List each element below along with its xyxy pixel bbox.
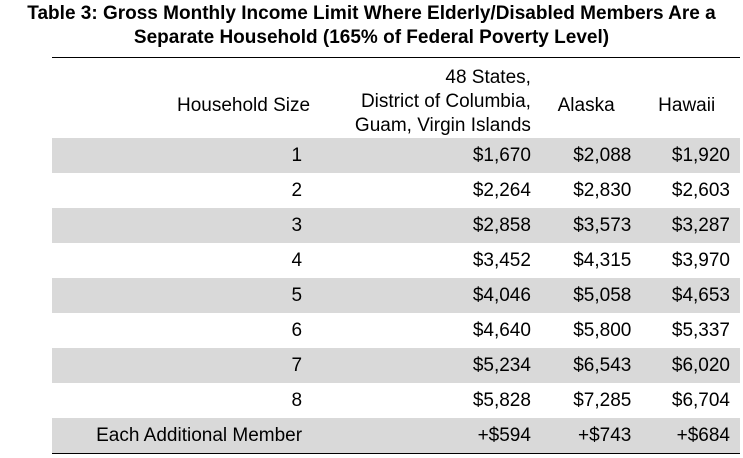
header-row: Household Size 48 States, District of Co…: [52, 60, 740, 138]
cell-48-states: $2,264: [472, 179, 531, 201]
cell-48-states: $5,234: [472, 354, 531, 376]
cell-alaska: $2,830: [573, 179, 632, 201]
cell-alaska: $4,315: [573, 249, 632, 271]
cell-hawaii: $3,287: [671, 214, 730, 236]
cell-hawaii: $5,337: [671, 319, 730, 341]
header-48-states-line-3: Guam, Virgin Islands: [354, 115, 531, 136]
table-row: 7 $5,234 $6,543 $6,020: [52, 348, 740, 383]
cell-hawaii: $3,970: [671, 249, 730, 271]
cell-48-states: $4,046: [472, 284, 531, 306]
cell-household-size: 3: [291, 214, 303, 236]
cell-household-size: 6: [291, 319, 303, 341]
table-bottom-rule: [52, 453, 740, 454]
cell-alaska: $3,573: [573, 214, 632, 236]
cell-48-states: $5,828: [472, 389, 531, 411]
cell-alaska: $7,285: [573, 389, 632, 411]
table-row: 8 $5,828 $7,285 $6,704: [52, 383, 740, 418]
cell-48-states: +$594: [477, 424, 531, 446]
table-row: 5 $4,046 $5,058 $4,653: [52, 278, 740, 313]
cell-48-states: $3,452: [472, 249, 531, 271]
cell-alaska: $6,543: [573, 354, 632, 376]
table-row: 2 $2,264 $2,830 $2,603: [52, 173, 740, 208]
cell-hawaii: $1,920: [671, 144, 730, 166]
cell-alaska: $2,088: [573, 144, 632, 166]
cell-household-size: 1: [291, 144, 303, 166]
cell-alaska: $5,800: [573, 319, 632, 341]
cell-48-states: $1,670: [472, 144, 531, 166]
cell-household-size: 7: [291, 354, 303, 376]
cell-household-size: 4: [291, 249, 303, 271]
cell-hawaii: $6,020: [671, 354, 730, 376]
header-hawaii: Hawaii: [658, 95, 716, 116]
cell-48-states: $2,858: [472, 214, 531, 236]
cell-hawaii: $6,704: [671, 389, 730, 411]
cell-household-size: Each Additional Member: [96, 424, 303, 446]
cell-household-size: 5: [291, 284, 303, 306]
table-top-rule: [52, 57, 740, 58]
cell-household-size: 2: [291, 179, 303, 201]
table-row: 3 $2,858 $3,573 $3,287: [52, 208, 740, 243]
header-alaska: Alaska: [557, 95, 615, 116]
table-row: 6 $4,640 $5,800 $5,337: [52, 313, 740, 348]
table-row: 4 $3,452 $4,315 $3,970: [52, 243, 740, 278]
header-48-states-line-2: District of Columbia,: [360, 91, 531, 112]
income-limit-table: Household Size 48 States, District of Co…: [52, 60, 740, 453]
cell-48-states: $4,640: [472, 319, 531, 341]
table-row: Each Additional Member +$594 +$743 +$684: [52, 418, 740, 453]
cell-alaska: $5,058: [573, 284, 632, 306]
table-title-line-2: Separate Household (165% of Federal Pove…: [133, 27, 610, 48]
cell-alaska: +$743: [577, 424, 632, 446]
cell-hawaii: +$684: [676, 424, 730, 446]
table-title: Table 3: Gross Monthly Income Limit Wher…: [0, 0, 743, 50]
header-48-states-line-1: 48 States,: [445, 67, 531, 88]
table-row: 1 $1,670 $2,088 $1,920: [52, 138, 740, 173]
header-48-states: 48 States, District of Columbia, Guam, V…: [320, 60, 539, 138]
cell-hawaii: $4,653: [671, 284, 730, 306]
cell-hawaii: $2,603: [671, 179, 730, 201]
header-household-size: Household Size: [176, 95, 311, 116]
table-title-line-1: Table 3: Gross Monthly Income Limit Wher…: [27, 3, 716, 24]
cell-household-size: 8: [291, 389, 303, 411]
